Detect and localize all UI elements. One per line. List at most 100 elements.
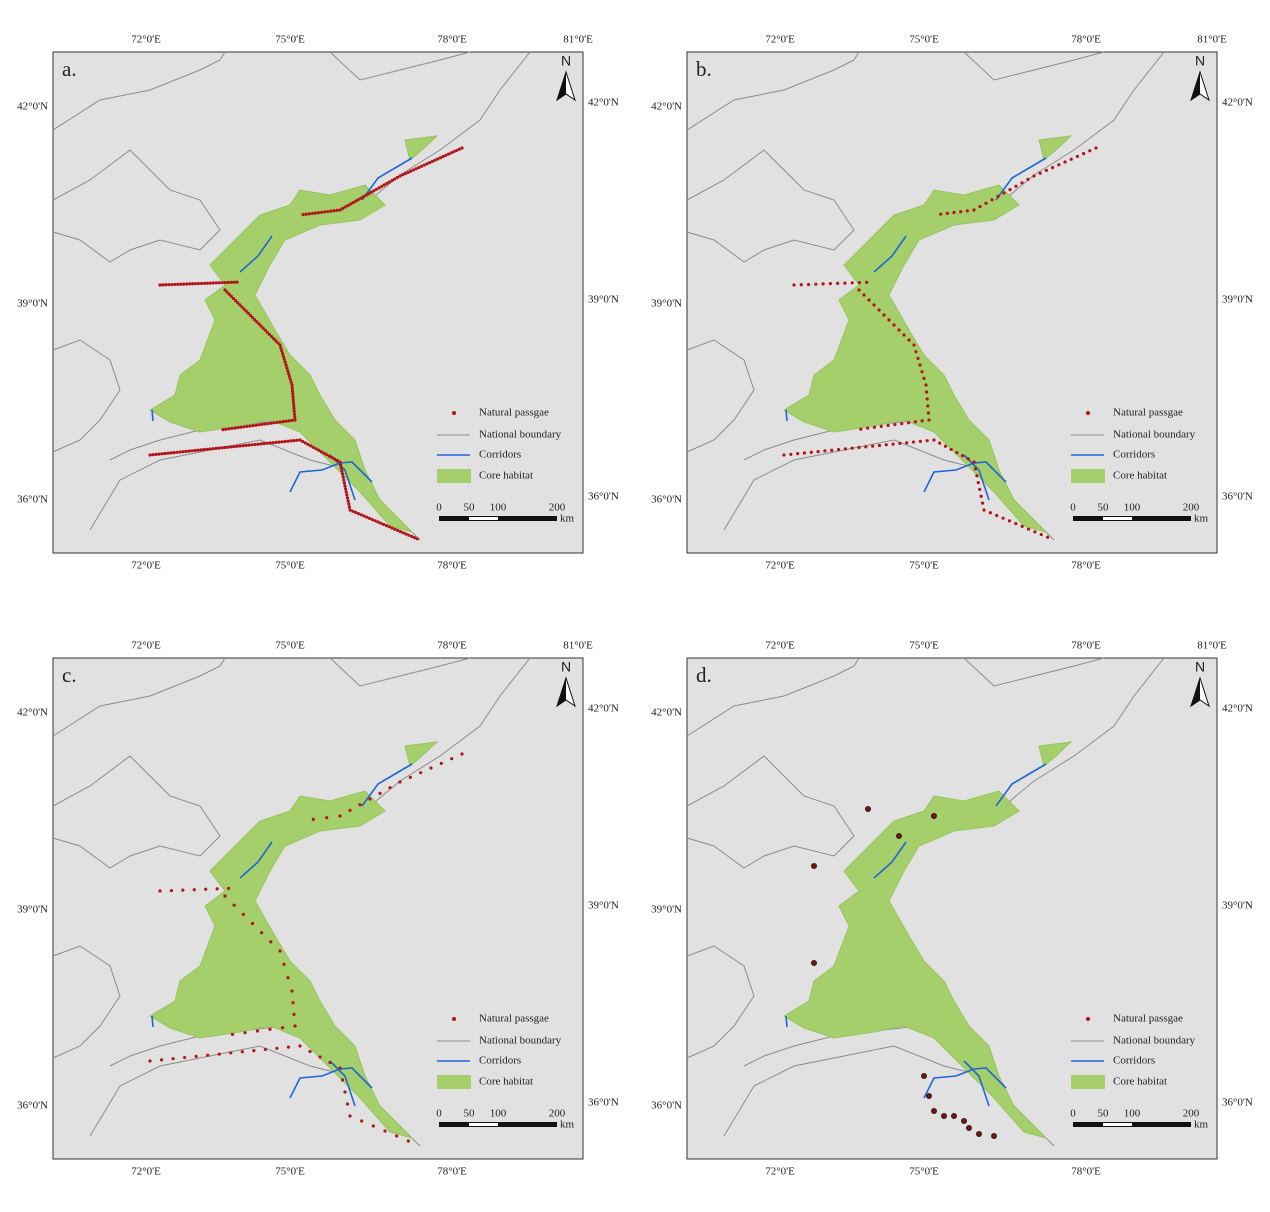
passage-dot [291,397,295,402]
longitude-label: 78°0'E [1071,640,1101,652]
scale-unit: km [1194,1119,1209,1131]
passage-dot [940,1112,947,1119]
passage-dot [265,441,269,445]
corridor [873,235,907,273]
core-habitat [783,790,1048,1139]
passage-dot [185,282,189,286]
passage-dot [223,288,227,292]
passage-dot [356,198,360,202]
passage-dot [965,209,969,213]
passage-dot [925,1092,932,1099]
passage-dot [175,450,179,454]
longitude-label: 72°0'E [131,640,161,652]
passage-dot [241,444,245,448]
passage-dot [926,411,930,415]
core-habitat [149,790,414,1139]
passage-dot [988,511,992,515]
passage-dot [266,422,270,426]
passage-dot [902,333,906,337]
passage-dot [275,420,279,424]
passage-dot [457,147,461,151]
passage-dot [310,211,314,216]
passage-dot [275,1046,279,1050]
passage-dot [346,499,350,503]
passage-dot [298,438,302,442]
passage-dot [311,445,315,449]
passage-dot [248,313,252,317]
latitude-label: 42°0'N [1222,703,1253,715]
passage-dot [972,208,976,212]
passage-dot [1002,191,1006,195]
passage-dot [339,463,343,467]
passage-dot [976,480,980,485]
passage-dot [280,349,284,353]
passage-dot [368,797,372,801]
longitude-label: 72°0'E [765,34,795,46]
passage-dot [199,281,204,286]
passage-dot [409,169,413,173]
passage-dot [356,511,360,516]
passage-dot [236,301,240,305]
passage-dot [255,320,259,324]
passage-dot [291,1001,295,1005]
passage-dot [452,150,456,154]
passage-dot [172,451,176,455]
passage-dot [799,283,803,287]
legend-label: National boundary [1113,1035,1196,1047]
longitude-label: 81°0'E [563,640,593,652]
passage-dot [293,415,297,419]
scale-label: 50 [464,1108,476,1120]
scale-bar-seg [1103,1123,1132,1126]
passage-dot [415,537,419,541]
passage-dot [821,282,825,286]
passage-dot [810,959,817,966]
passage-dot [204,887,208,891]
passage-dot [268,441,272,445]
passage-dot [215,887,219,891]
passage-dot [339,466,343,470]
passage-dot [329,209,333,213]
passage-dot [371,1124,375,1128]
latitude-label: 39°0'N [651,298,682,310]
passage-dot [292,1012,296,1016]
passage-dot [340,1078,345,1082]
passage-dot [192,888,196,892]
passage-dot [368,516,372,521]
corridor [873,841,907,879]
passage-dot [248,424,252,428]
passage-dot [281,420,285,424]
scale-unit: km [560,1119,575,1131]
passage-dot [879,424,883,428]
passage-dot [217,281,221,285]
passage-dot [343,484,347,488]
passage-dot [792,283,796,287]
passage-dot [916,356,920,360]
national-boundary [52,755,221,869]
passage-dot [428,161,432,165]
passage-dot [918,439,922,443]
passage-dot [301,213,305,217]
passage-dot [344,490,348,494]
passage-dot [240,305,244,309]
corridor [361,763,413,807]
passage-dot [924,383,928,387]
passage-dot [348,508,352,512]
passage-dot [922,376,926,380]
passage-dot [871,444,875,448]
passage-dot [950,1112,957,1119]
passage-dot [208,281,212,285]
passage-dot [960,454,965,458]
scale-label: 50 [464,502,476,514]
passage-dot [272,337,276,341]
passage-dot [229,445,233,449]
north-label: N [1195,53,1205,69]
passage-dot [252,1049,256,1053]
passage-dot [317,448,321,452]
legend-label: Natural passgae [1113,407,1183,419]
passage-dot [157,452,161,456]
passage-dot [900,422,904,426]
passage-dot [240,1050,244,1054]
passage-dot [960,1118,967,1125]
passage-dot [224,427,228,431]
passage-dot [253,442,257,447]
